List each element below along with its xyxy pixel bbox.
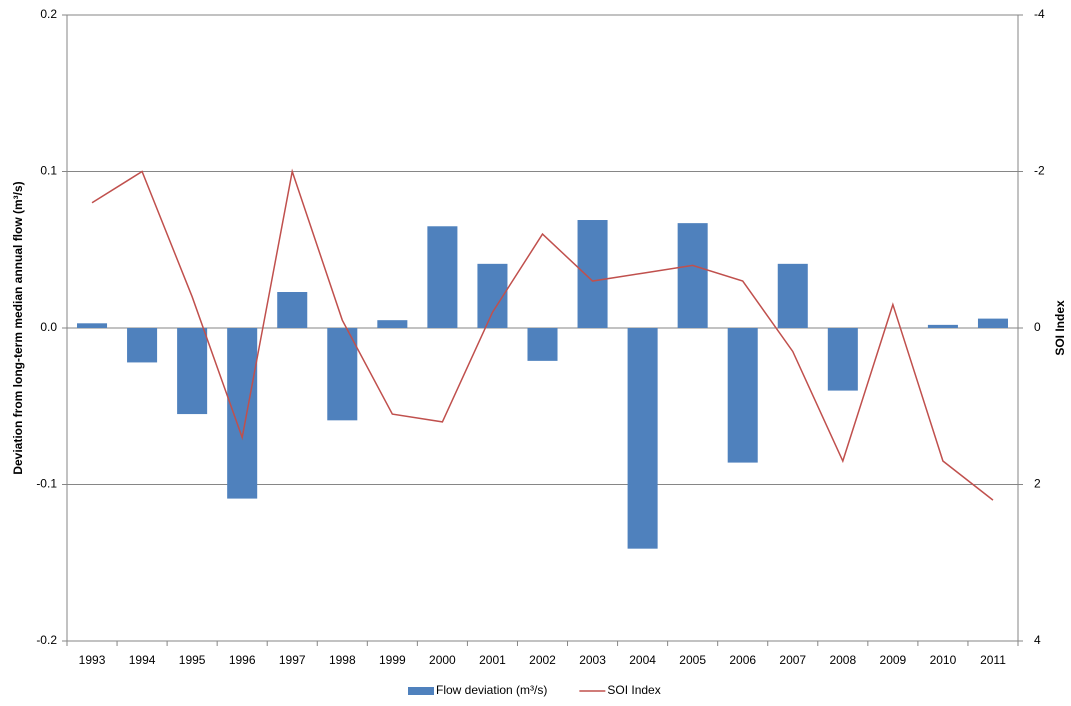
y2-tick-label: -4 [1034, 7, 1045, 21]
y2-tick-label: 0 [1034, 320, 1041, 334]
x-tick-label: 2005 [679, 653, 706, 667]
bar [677, 223, 708, 328]
x-tick-label: 1997 [279, 653, 306, 667]
x-tick-label: 2008 [829, 653, 856, 667]
y2-tick-label: 2 [1034, 477, 1041, 491]
x-tick-label: 2000 [429, 653, 456, 667]
bar [77, 323, 108, 328]
x-tick-label: 1996 [229, 653, 256, 667]
x-tick-label: 1998 [329, 653, 356, 667]
legend-swatch [408, 687, 434, 695]
bar [827, 328, 858, 391]
bar [727, 328, 758, 463]
x-tick-label: 2010 [930, 653, 957, 667]
bar [227, 328, 258, 499]
bar [127, 328, 158, 363]
x-tick-label: 2011 [980, 653, 1006, 667]
x-tick-label: 1999 [379, 653, 406, 667]
y-tick-label: 0.0 [40, 320, 57, 334]
y-tick-label: 0.2 [40, 7, 57, 21]
x-tick-label: 2006 [729, 653, 756, 667]
bar [577, 220, 608, 328]
bar [777, 263, 808, 328]
y-axis-title: Deviation from long-term median annual f… [11, 181, 25, 474]
y-tick-label: 0.1 [40, 164, 57, 178]
legend-label: Flow deviation (m³/s) [436, 683, 547, 697]
bar [377, 320, 408, 328]
legend-label: SOI Index [607, 683, 660, 697]
x-tick-label: 2002 [529, 653, 556, 667]
y-tick-label: -0.1 [36, 477, 57, 491]
x-tick-label: 1993 [79, 653, 106, 667]
x-tick-label: 1994 [129, 653, 156, 667]
bar [277, 292, 308, 328]
y2-axis-title: SOI Index [1053, 300, 1067, 356]
x-tick-label: 1995 [179, 653, 206, 667]
bar [627, 328, 658, 549]
bar [927, 324, 958, 328]
bar [527, 328, 558, 361]
y-tick-label: -0.2 [36, 633, 57, 647]
line [91, 168, 994, 501]
x-tick-label: 2009 [880, 653, 907, 667]
x-tick-label: 2004 [629, 653, 656, 667]
x-tick-label: 2001 [479, 653, 506, 667]
y2-tick-label: -2 [1034, 164, 1045, 178]
bar [427, 226, 458, 328]
bar [327, 328, 358, 421]
y2-tick-label: 4 [1034, 633, 1041, 647]
x-tick-label: 2007 [779, 653, 806, 667]
bar [177, 328, 208, 415]
x-tick-label: 2003 [579, 653, 606, 667]
bar [977, 318, 1008, 328]
